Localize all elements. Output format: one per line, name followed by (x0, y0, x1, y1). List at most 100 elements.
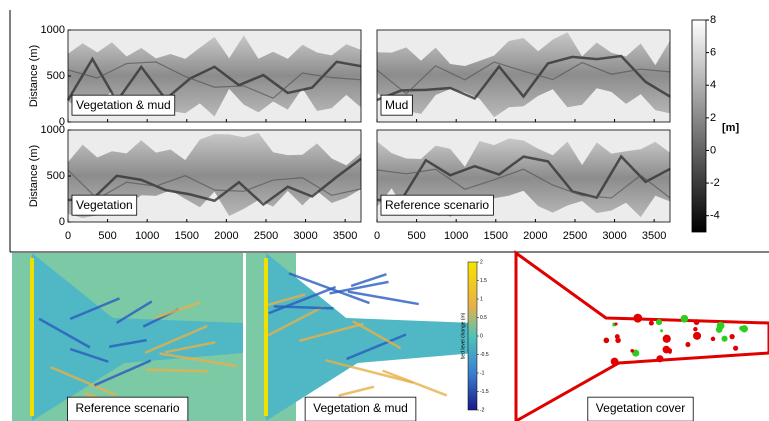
x-tick-label: 500 (98, 230, 116, 242)
veg-patch (693, 319, 700, 325)
veg-patch (656, 355, 664, 363)
panel-label: Vegetation cover (596, 401, 685, 415)
bed-stripe (115, 300, 153, 325)
x-tick-label: 0 (65, 230, 71, 242)
colorbar-tick-label: 4 (710, 79, 716, 91)
veg-patch (710, 336, 716, 342)
bed-stripe (350, 273, 387, 288)
y-tick-label: 1000 (41, 124, 65, 136)
colorbar-tick-label: -1.5 (480, 389, 489, 395)
cover-outline (514, 250, 769, 421)
x-tick-label: 2000 (214, 230, 238, 242)
channel (67, 169, 362, 200)
channel (376, 154, 671, 202)
colorbar (467, 261, 478, 411)
x-tick-label: 2500 (563, 230, 587, 242)
x-tick-label: 3500 (333, 230, 357, 242)
veg-patch (630, 348, 635, 353)
label-box (587, 396, 694, 421)
terrain (68, 132, 361, 218)
veg-patch (648, 320, 654, 326)
bed-stripe (299, 322, 364, 343)
bed-stripe (144, 324, 208, 355)
veg-patch (615, 337, 621, 344)
panel-frame (376, 29, 671, 123)
bed-stripe (325, 358, 414, 384)
panel-frame (376, 129, 671, 223)
colorbar-label: bed level change (m) (460, 312, 466, 359)
veg-patch (632, 349, 640, 357)
x-tick-label: 1000 (444, 230, 468, 242)
bed-stripe (382, 369, 448, 397)
veg-patch (733, 345, 739, 351)
bed-stripe (268, 285, 337, 315)
bottom-panels: Reference scenario Vegetation & mud Vegeta… (12, 250, 769, 421)
terrain (377, 32, 670, 118)
bed-stripe (338, 385, 375, 397)
panel-label: Vegetation (76, 198, 133, 212)
label-box (304, 396, 417, 421)
bed-stripe (108, 338, 147, 348)
y-tick-label: 0 (59, 116, 65, 128)
x-tick-label: 0 (374, 230, 380, 242)
bed-stripe (165, 341, 216, 354)
x-tick-label: 3000 (602, 230, 626, 242)
veg-patch (633, 313, 643, 323)
veg-patch (662, 334, 671, 343)
x-tick-label: 2500 (254, 230, 278, 242)
colorbar-tick-label: -0.5 (480, 352, 489, 358)
bed-stripe (346, 333, 407, 361)
x-tick-label: 3500 (642, 230, 666, 242)
veg-patch (721, 335, 728, 342)
colorbar-tick-label: 8 (710, 14, 716, 26)
label-box (380, 194, 494, 216)
veg-patch (662, 345, 671, 354)
y-tick-label: 1000 (41, 24, 65, 36)
bed-stripe (267, 293, 306, 307)
x-tick-label: 2000 (523, 230, 547, 242)
bed-stripe (69, 347, 109, 363)
terrain (68, 35, 361, 117)
colorbar-tick-label: -2 (710, 177, 720, 189)
veg-patch (610, 357, 619, 366)
y-tick-label: 500 (47, 170, 65, 182)
x-tick-label: 1000 (135, 230, 159, 242)
panel-label: Mud (385, 98, 408, 112)
veg-patch (693, 331, 702, 340)
channel (67, 61, 362, 99)
bed-stripe (347, 290, 419, 306)
bed-stripe (352, 320, 402, 350)
bed-stripe (159, 352, 238, 368)
colorbar-tick-label: 0 (480, 333, 483, 339)
bed-stripe (69, 297, 121, 321)
y-tick-label: 500 (47, 70, 65, 82)
colorbar-tick-label: 1.5 (480, 278, 487, 284)
veg-patch (603, 337, 610, 344)
colorbar-tick-label: 2 (480, 259, 483, 265)
veg-patch (729, 333, 735, 340)
panel-label: Reference scenario (75, 401, 179, 415)
colorbar-tick-label: 0 (710, 144, 716, 156)
colorbar-tick-label: 0.5 (480, 315, 487, 321)
veg-patch (655, 319, 663, 326)
bed-stripe (38, 317, 91, 349)
colorbar-label: [m] (722, 122, 739, 134)
bed-stripe (154, 301, 201, 319)
colorbar-tick-label: -2 (480, 407, 485, 413)
label-box (71, 194, 138, 216)
x-tick-label: 3000 (293, 230, 317, 242)
colorbar-tick-label: 6 (710, 47, 716, 59)
bed-stripe (50, 365, 117, 397)
y-axis-label: Distance (m) (28, 45, 40, 107)
bed-stripe (265, 305, 325, 338)
colorbar-tick-label: -1 (480, 370, 485, 376)
label-box (71, 94, 176, 116)
x-tick-label: 1500 (175, 230, 199, 242)
channel (376, 168, 671, 199)
colorbar-tick-label: 2 (710, 112, 716, 124)
colorbar-tick-label: 1 (480, 296, 483, 302)
panel-label: Vegetation & mud (313, 401, 408, 415)
label-box (380, 94, 413, 116)
